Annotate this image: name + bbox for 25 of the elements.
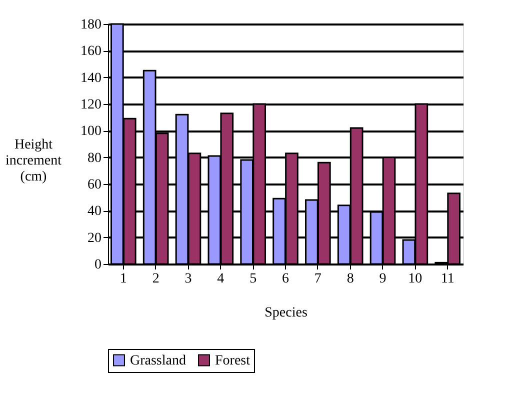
legend-label: Forest <box>215 353 250 368</box>
x-tick-label: 8 <box>346 272 354 286</box>
x-tick-label: 2 <box>152 272 160 286</box>
y-tick-label: 40 <box>88 204 102 220</box>
x-tick-label: 7 <box>314 272 322 286</box>
legend-label: Grassland <box>130 353 186 368</box>
y-tick-label: 20 <box>88 230 102 246</box>
y-tick-label: 120 <box>80 98 102 112</box>
y-tick-label: 140 <box>80 70 102 86</box>
x-tick-label: 1 <box>120 272 127 286</box>
x-tick-label: 5 <box>250 272 257 286</box>
x-tick-label: 3 <box>184 272 192 286</box>
x-tick-label: 10 <box>408 272 422 286</box>
x-tick-label: 11 <box>440 272 454 286</box>
y-tick-label: 80 <box>88 150 102 166</box>
y-tick-label: 100 <box>80 124 102 140</box>
y-tick-label: 180 <box>80 18 102 32</box>
y-tick-label: 160 <box>80 44 102 60</box>
x-axis-title: Species <box>264 306 308 320</box>
y-tick-label: 0 <box>94 258 102 272</box>
y-tick-label: 60 <box>88 178 102 192</box>
x-tick-label: 4 <box>217 272 224 286</box>
x-tick-label: 6 <box>282 272 289 286</box>
y-axis-title: Height increment (cm) <box>6 138 62 184</box>
x-tick-label: 9 <box>379 272 386 286</box>
